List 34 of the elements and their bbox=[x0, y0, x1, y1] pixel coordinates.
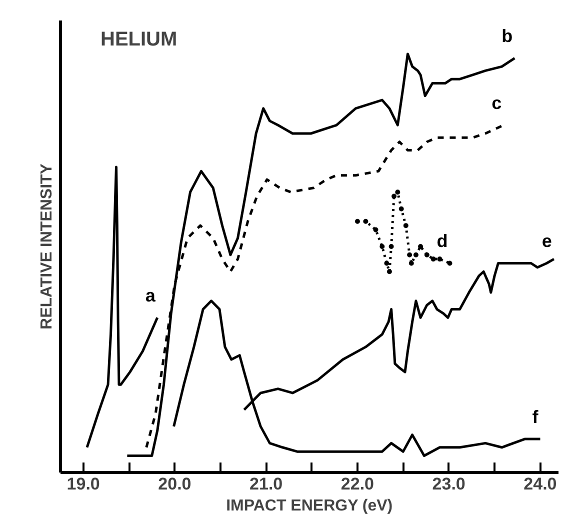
point bbox=[430, 256, 436, 262]
point bbox=[373, 227, 378, 232]
y-axis-title: RELATIVE INTENSITY bbox=[38, 163, 56, 330]
series-label: c bbox=[492, 93, 502, 114]
x-tick-label: 21.0 bbox=[250, 474, 283, 494]
point bbox=[363, 218, 368, 224]
series-label: a bbox=[145, 286, 156, 306]
x-tick-label: 19.0 bbox=[66, 474, 100, 494]
point bbox=[380, 244, 385, 249]
point bbox=[407, 252, 412, 258]
point bbox=[386, 269, 392, 274]
point bbox=[437, 256, 442, 262]
point bbox=[388, 244, 394, 249]
point bbox=[447, 260, 452, 266]
point bbox=[395, 190, 400, 195]
x-tick-label: 22.0 bbox=[340, 474, 374, 494]
series-label: f bbox=[532, 407, 540, 428]
point bbox=[398, 206, 404, 212]
point bbox=[413, 252, 418, 258]
point bbox=[418, 244, 424, 249]
x-tick-label: 24.0 bbox=[524, 474, 557, 494]
x-tick-label: 23.0 bbox=[432, 474, 466, 494]
point bbox=[392, 194, 397, 199]
point bbox=[403, 223, 408, 228]
point bbox=[408, 260, 414, 266]
x-tick-label: 20.0 bbox=[158, 474, 192, 494]
x-axis-title: IMPACT ENERGY (eV) bbox=[226, 498, 393, 514]
point bbox=[384, 260, 390, 266]
series-label: b bbox=[502, 26, 513, 46]
series-label: e bbox=[542, 231, 552, 252]
series-label: d bbox=[436, 231, 448, 252]
point bbox=[354, 218, 360, 224]
chart-title: HELIUM bbox=[100, 28, 178, 50]
point bbox=[424, 252, 430, 258]
